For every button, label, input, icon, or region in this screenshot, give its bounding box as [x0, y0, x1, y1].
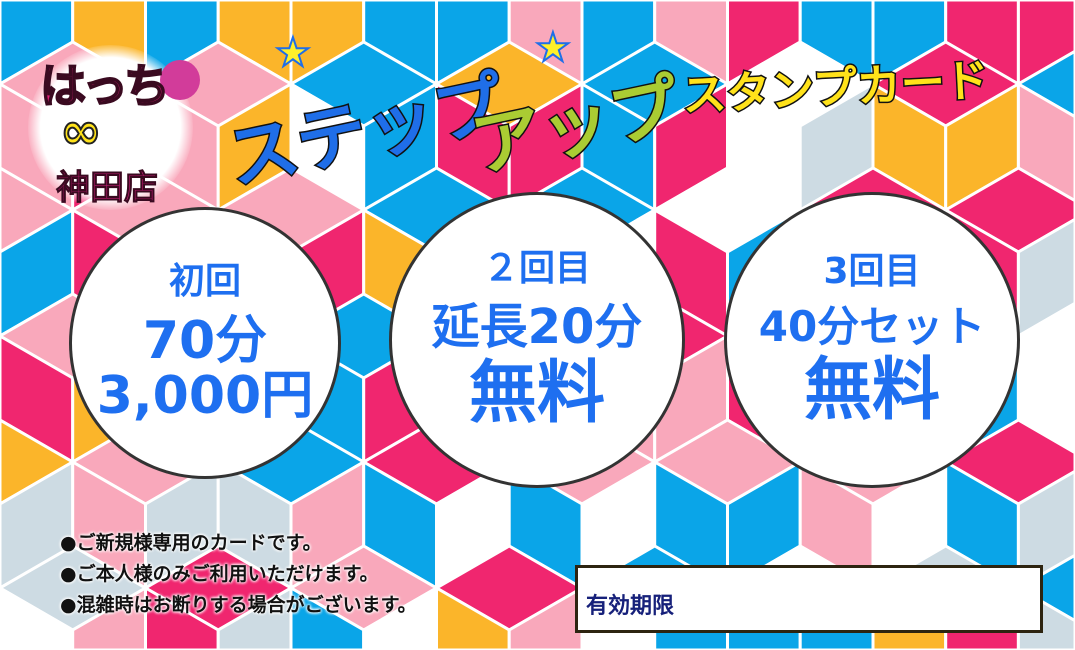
stamp-visit: 初回 [168, 260, 241, 302]
logo-shop-name: 神田店 [56, 168, 159, 209]
cube-face [1016, 81, 1075, 203]
expiry-field: 有効期限 [575, 565, 1043, 633]
stamp-circle-1: 初回 70分 3,000円 [72, 210, 338, 476]
logo-infinity: ∞ [59, 101, 103, 161]
stamp-circle-3: 3回目 40分セット 無料 [727, 195, 1017, 485]
note: ●ご本人様のみご利用いただけます。 [60, 563, 379, 585]
note: ●混雑時はお断りする場合がございます。 [60, 594, 417, 616]
stamp-line1: 延長20分 [431, 299, 643, 355]
cube-face [1016, 0, 1075, 87]
expiry-label: 有効期限 [586, 594, 675, 619]
star-icon: ★ [534, 24, 572, 72]
stamp-circle-2: ２回目 延長20分 無料 [392, 195, 682, 485]
mascot-icon [160, 60, 200, 100]
notes: ●ご新規様専用のカードです。 ●ご本人様のみご利用いただけます。 ●混雑時はお断… [60, 528, 417, 621]
logo-name: はっち [39, 58, 171, 114]
stamp-line2: 無料 [803, 351, 940, 431]
stamp-line1: 40分セット [758, 302, 986, 352]
stamp-line2: 無料 [468, 354, 605, 434]
cube-face [1016, 333, 1075, 455]
stamp-visit: ２回目 [482, 248, 591, 290]
cube-face [1016, 469, 1075, 591]
stamp-visit: 3回目 [823, 251, 921, 293]
star-icon: ★ [274, 29, 312, 77]
stamp-line2: 3,000円 [96, 365, 314, 426]
stamp-line1: 70分 [142, 311, 268, 372]
note: ●ご新規様専用のカードです。 [60, 532, 322, 554]
cube-face [1016, 217, 1075, 339]
